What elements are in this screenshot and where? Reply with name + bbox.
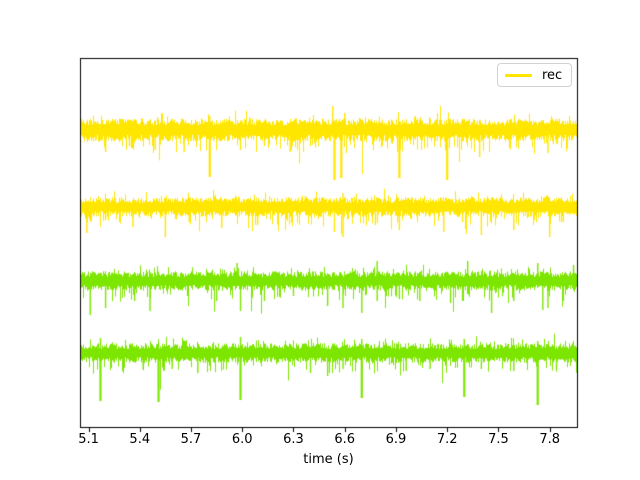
x-tick-label: 6.3 [283,432,304,447]
x-tick-label: 5.1 [78,432,99,447]
legend: rec [497,63,573,87]
x-tick-label: 6.0 [231,432,253,447]
x-tick-label: 7.8 [539,432,561,447]
legend-line-sample [505,73,532,77]
x-tick-label: 6.9 [385,432,407,447]
x-tick-label: 5.7 [180,432,202,447]
x-tick-label: 7.2 [436,432,458,447]
x-axis-label: time (s) [303,452,354,467]
x-tick-label: 7.5 [488,432,509,447]
x-tick-label: 6.6 [334,432,356,447]
legend-label: rec [542,67,563,83]
x-tick-label: 5.4 [129,432,151,447]
